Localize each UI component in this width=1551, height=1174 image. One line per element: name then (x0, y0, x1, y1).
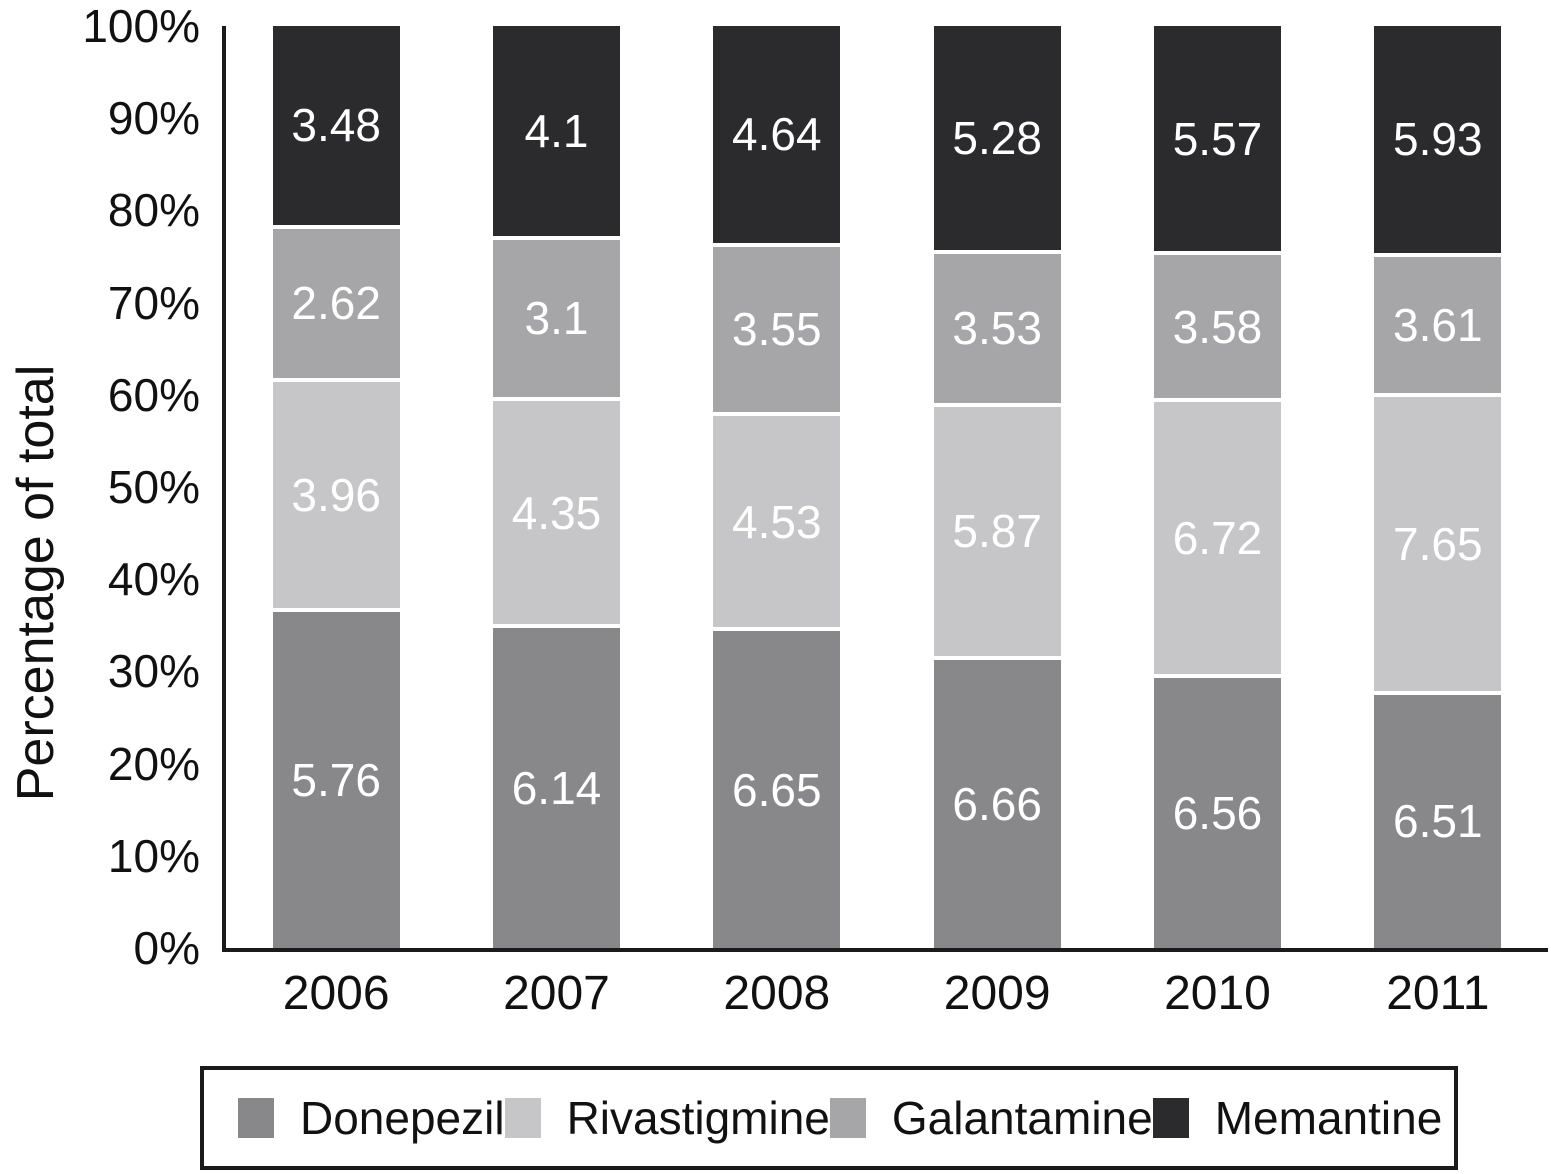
bar-segment: 6.56 (1153, 678, 1281, 948)
bar-segment: 6.66 (933, 660, 1061, 948)
bar-segment: 5.57 (1153, 26, 1281, 255)
bar-segment: 3.61 (1374, 256, 1502, 398)
bar-segment: 2.62 (272, 228, 400, 382)
segment-value-label: 3.1 (524, 292, 589, 345)
legend-label: Donepezil (300, 1092, 505, 1144)
segment-value-label: 5.57 (1172, 112, 1263, 165)
segment-value-label: 4.35 (511, 486, 602, 539)
bar-segment: 5.28 (933, 26, 1061, 255)
y-tick-label: 30% (107, 645, 200, 698)
bar-group: 5.28 3.53 5.87 6.66 (887, 26, 1107, 948)
segment-value-label: 3.58 (1172, 300, 1263, 353)
stacked-bar: 4.64 3.55 4.53 6.65 (713, 26, 841, 948)
legend-item: Memantine (1152, 1091, 1443, 1145)
y-tick-label: 10% (107, 829, 200, 882)
y-tick-label: 20% (107, 737, 200, 790)
bar-segment: 3.58 (1153, 254, 1281, 403)
x-axis-tick-labels: 2006 2007 2008 2009 2010 2011 (226, 966, 1548, 1021)
plot-area: 3.48 2.62 3.96 5.76 4.1 3.1 4.35 6.14 4.64 3.55 4.… (222, 26, 1548, 952)
x-tick-label: 2009 (943, 967, 1051, 1020)
stacked-bar: 5.93 3.61 7.65 6.51 (1374, 26, 1502, 948)
y-tick-label: 70% (107, 276, 200, 329)
legend-item: Galantamine (829, 1091, 1153, 1145)
bar-segment: 3.55 (713, 246, 841, 416)
segment-value-label: 6.72 (1172, 512, 1263, 565)
stacked-bar: 5.28 3.53 5.87 6.66 (933, 26, 1061, 948)
stacked-bar: 4.1 3.1 4.35 6.14 (492, 26, 620, 948)
legend-swatch (504, 1098, 541, 1138)
y-tick-label: 80% (107, 184, 200, 237)
bar-segment: 4.64 (713, 26, 841, 247)
legend-swatch (1152, 1098, 1189, 1138)
x-tick-label: 2006 (282, 967, 390, 1020)
segment-value-label: 2.62 (291, 277, 381, 330)
y-axis-tick-labels: 0% 10% 20% 30% 40% 50% 60% 70% 80% 90% 100% (0, 0, 200, 1174)
segment-value-label: 5.87 (952, 505, 1042, 558)
segment-value-label: 7.65 (1393, 517, 1483, 570)
legend-item: Donepezil (238, 1091, 505, 1145)
stacked-bar: 3.48 2.62 3.96 5.76 (272, 26, 400, 948)
segment-value-label: 3.55 (732, 303, 822, 356)
segment-value-label: 6.65 (732, 763, 822, 816)
bar-segment: 7.65 (1374, 397, 1502, 695)
segment-value-label: 6.14 (511, 761, 602, 814)
segment-value-label: 5.93 (1393, 113, 1483, 166)
bar-segment: 4.1 (492, 26, 620, 240)
bar-segment: 5.87 (933, 406, 1061, 661)
legend-label: Memantine (1214, 1092, 1443, 1144)
segment-value-label: 4.1 (524, 104, 589, 157)
segment-value-label: 4.53 (732, 495, 822, 548)
bar-segment: 6.51 (1374, 694, 1502, 948)
bars-container: 3.48 2.62 3.96 5.76 4.1 3.1 4.35 6.14 4.64 3.55 4.… (226, 26, 1548, 948)
y-tick-label: 40% (107, 553, 200, 606)
x-tick-label: 2011 (1386, 967, 1490, 1020)
y-tick-label: 90% (107, 92, 200, 145)
stacked-bar: 5.57 3.58 6.72 6.56 (1153, 26, 1281, 948)
segment-value-label: 5.76 (291, 754, 381, 807)
bar-segment: 6.72 (1153, 402, 1281, 679)
segment-value-label: 3.96 (291, 468, 381, 521)
segment-value-label: 3.48 (291, 99, 381, 152)
segment-value-label: 4.64 (732, 108, 822, 161)
segment-value-label: 3.53 (952, 302, 1042, 355)
legend-swatch (829, 1098, 866, 1138)
bar-segment: 5.76 (272, 612, 400, 948)
bar-segment: 6.14 (492, 627, 620, 948)
segment-value-label: 6.56 (1172, 787, 1263, 840)
x-tick-label: 2008 (723, 967, 831, 1020)
bar-segment: 4.35 (492, 401, 620, 628)
legend-box: Donepezil Rivastigmine Galantamine Memantin… (200, 1066, 1458, 1170)
y-tick-label: 50% (107, 461, 200, 513)
y-tick-label: 60% (107, 368, 200, 421)
bar-segment: 3.53 (933, 254, 1061, 407)
bar-segment: 3.1 (492, 239, 620, 402)
bar-segment: 3.48 (272, 26, 400, 229)
x-tick-label: 2010 (1164, 967, 1271, 1020)
bar-group: 3.48 2.62 3.96 5.76 (226, 26, 446, 948)
y-tick-label: 100% (82, 0, 200, 52)
segment-value-label: 5.28 (952, 112, 1042, 165)
segment-value-label: 6.66 (952, 778, 1042, 831)
legend-label: Galantamine (891, 1092, 1153, 1144)
bar-segment: 6.65 (713, 631, 841, 948)
segment-value-label: 6.51 (1393, 795, 1483, 848)
segment-value-label: 3.61 (1393, 298, 1483, 351)
legend-label: Rivastigmine (566, 1092, 830, 1144)
legend-swatch (238, 1098, 274, 1138)
bar-group: 4.64 3.55 4.53 6.65 (667, 26, 887, 948)
legend-item: Rivastigmine (504, 1091, 830, 1145)
y-tick-label: 0% (133, 922, 200, 974)
bar-segment: 3.96 (272, 381, 400, 613)
x-tick-label: 2007 (503, 967, 610, 1020)
bar-group: 4.1 3.1 4.35 6.14 (446, 26, 666, 948)
bar-group: 5.57 3.58 6.72 6.56 (1107, 26, 1327, 948)
bar-group: 5.93 3.61 7.65 6.51 (1328, 26, 1548, 948)
bar-segment: 5.93 (1374, 26, 1502, 257)
bar-segment: 4.53 (713, 415, 841, 632)
